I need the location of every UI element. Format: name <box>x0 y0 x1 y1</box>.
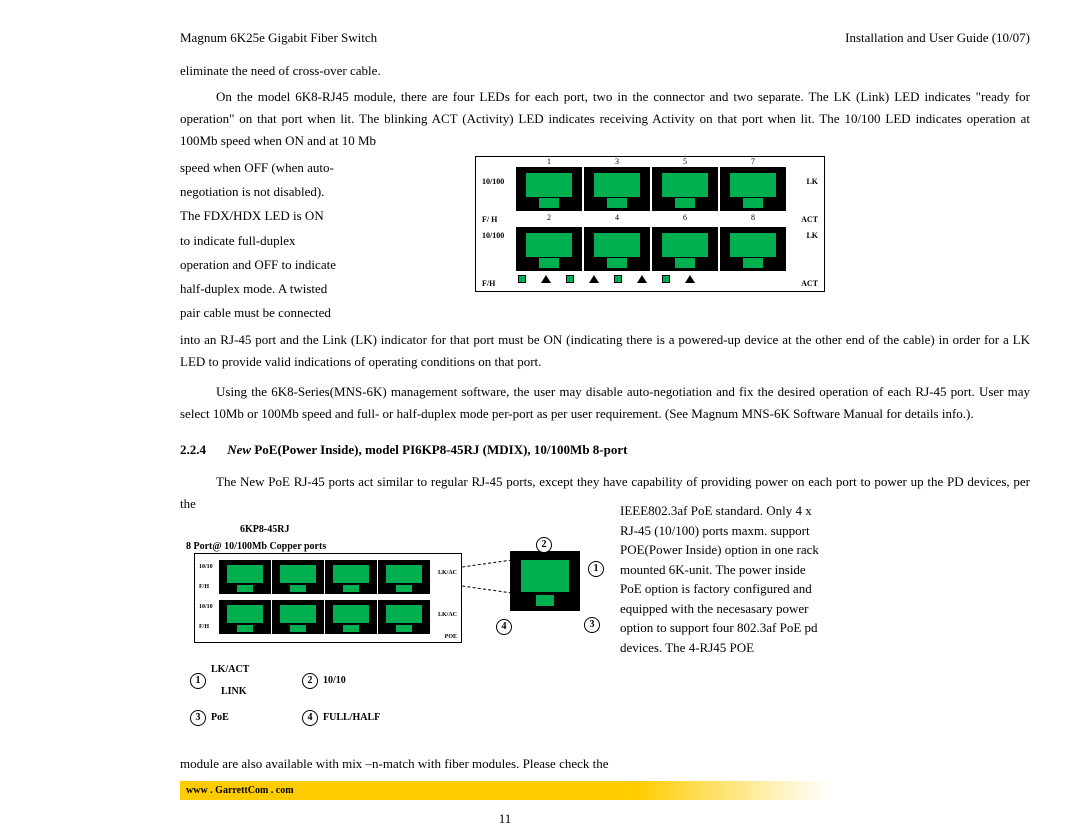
poe-port <box>272 560 324 594</box>
rj45-port <box>652 167 718 211</box>
paragraph-1: eliminate the need of cross-over cable. <box>180 60 1030 82</box>
callout-port <box>510 551 580 611</box>
wrapped-text: speed when OFF (when auto- negotiation i… <box>180 156 460 324</box>
callout-1: 1 <box>588 561 604 577</box>
poe-port <box>219 560 271 594</box>
rj45-port <box>584 167 650 211</box>
header-left: Magnum 6K25e Gigabit Fiber Switch <box>180 30 377 46</box>
rj45-port <box>584 227 650 271</box>
poe-port <box>378 560 430 594</box>
callout-3: 3 <box>584 617 600 633</box>
poe-section: 6KP8-45RJ 8 Port@ 10/100Mb Copper ports … <box>180 521 1030 555</box>
poe-port <box>219 600 271 634</box>
paragraph-4: into an RJ-45 port and the Link (LK) ind… <box>180 329 1030 373</box>
paragraph-2: On the model 6K8-RJ45 module, there are … <box>180 86 1030 152</box>
paragraph-6: The New PoE RJ-45 ports act similar to r… <box>180 471 1030 515</box>
paragraph-8: module are also available with mix –n-ma… <box>180 753 1030 775</box>
poe-port <box>272 600 324 634</box>
poe-right-text: IEEE802.3af PoE standard. Only 4 x RJ-45… <box>620 501 828 657</box>
rj45-port <box>516 227 582 271</box>
callout-4: 4 <box>496 619 512 635</box>
footer-url: www . GarrettCom . com <box>180 781 830 800</box>
poe-port <box>325 560 377 594</box>
poe-port <box>325 600 377 634</box>
legend: 1 LK/ACTLINK 2 10/10 3 PoE 4 FULL/HALF <box>190 659 408 733</box>
section-heading: 2.2.4 New PoE(Power Inside), model PI6KP… <box>180 439 1030 461</box>
rj45-port <box>652 227 718 271</box>
rj45-port <box>720 227 786 271</box>
rj45-figure: 1 3 5 7 10/100 LK F/ H ACT 2 4 6 8 <box>475 156 825 292</box>
page-number: 11 <box>180 808 830 830</box>
poe-figure: 10/10 F/H 10/10 F/H LK/AC LK/AC POE <box>194 553 462 643</box>
header-right: Installation and User Guide (10/07) <box>845 30 1030 46</box>
rj45-port <box>720 167 786 211</box>
rj45-port <box>516 167 582 211</box>
poe-port <box>378 600 430 634</box>
paragraph-5: Using the 6K8-Series(MNS-6K) management … <box>180 381 1030 425</box>
